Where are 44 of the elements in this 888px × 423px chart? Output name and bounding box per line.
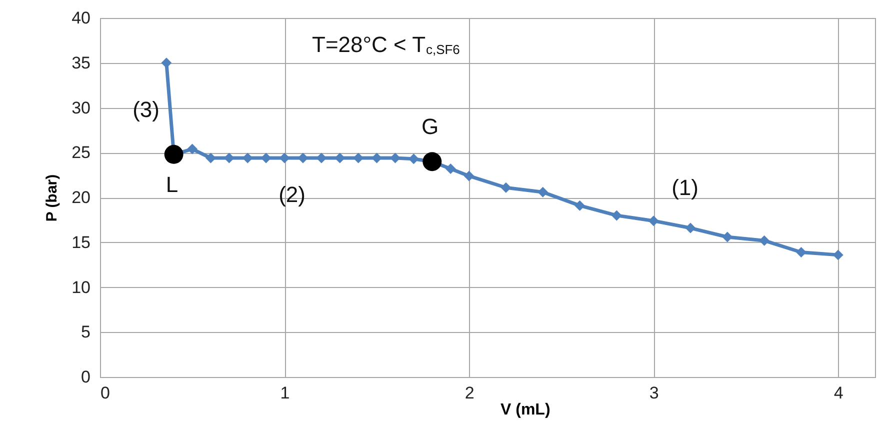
y-tick-label: 0 (81, 368, 90, 386)
point (611, 210, 622, 221)
annotation: (3) (132, 97, 160, 122)
point (187, 144, 198, 154)
point (161, 58, 172, 68)
point (298, 152, 308, 164)
y-tick-label: 5 (81, 322, 90, 342)
point (722, 232, 733, 242)
point (464, 170, 474, 182)
point (205, 152, 216, 164)
y-tick-label: 10 (72, 278, 90, 297)
y-tick-label: 20 (72, 188, 90, 207)
point (164, 144, 184, 164)
annotation: (2) (278, 182, 306, 207)
point (759, 235, 770, 246)
annotation: G (421, 114, 439, 139)
x-tick-label: 1 (280, 384, 290, 402)
y-tick-label: 35 (72, 53, 90, 72)
point (316, 152, 327, 164)
point (574, 200, 586, 211)
point (648, 216, 659, 226)
x-tick-label: 0 (100, 384, 110, 402)
y-tick-label: 25 (72, 143, 90, 162)
y-axis-title: P (bar) (44, 174, 61, 222)
point (445, 164, 456, 174)
annotation: T=28°C < Tc,SF6 (312, 32, 460, 57)
point (408, 154, 419, 164)
point (685, 222, 696, 234)
x-tick-label: 2 (464, 384, 474, 402)
point (538, 186, 548, 198)
y-tick-label: 40 (72, 8, 90, 28)
y-tick-label: 30 (72, 98, 90, 118)
point (832, 250, 844, 260)
point (279, 152, 290, 164)
point (796, 247, 806, 258)
point (260, 152, 272, 164)
x-tick-label: 3 (649, 384, 659, 402)
y-tick-label: 15 (72, 232, 90, 252)
point (422, 152, 442, 172)
annotation: L (166, 172, 178, 197)
x-axis-title: V (mL) (500, 402, 550, 418)
annotation: (1) (672, 175, 698, 200)
point (500, 182, 512, 193)
x-tick-label: 4 (834, 384, 844, 402)
